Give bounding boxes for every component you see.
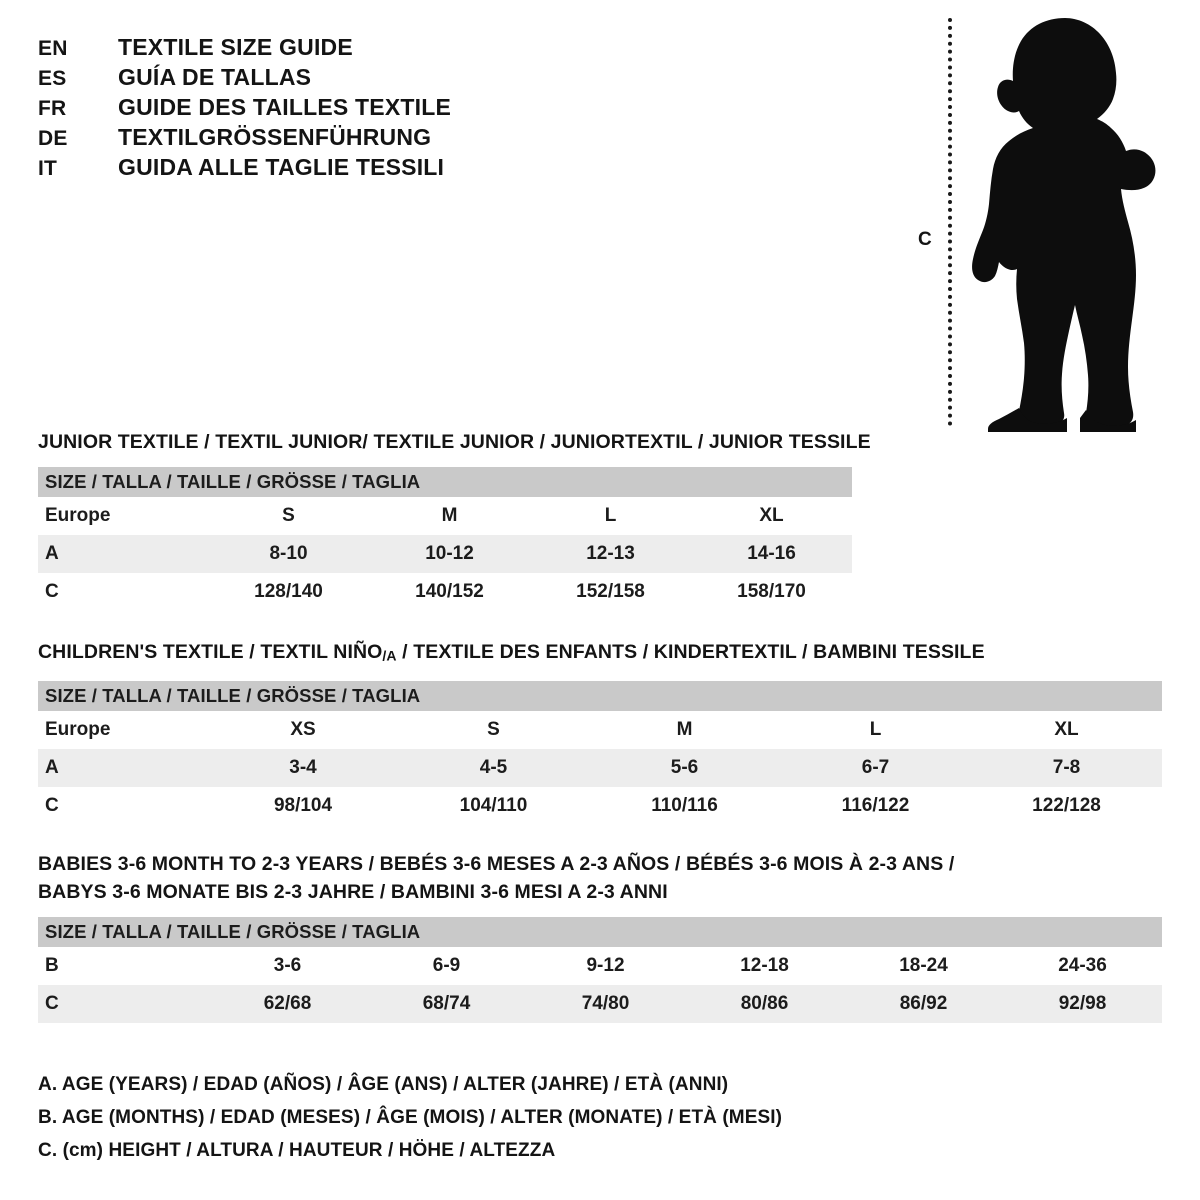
table-row: B 3-6 6-9 9-12 12-18 18-24 24-36 bbox=[38, 947, 1162, 985]
table-cell: 62/68 bbox=[208, 985, 367, 1023]
legend-line-a: A. AGE (YEARS) / EDAD (AÑOS) / ÂGE (ANS)… bbox=[38, 1074, 729, 1095]
row-label: C bbox=[38, 985, 208, 1023]
size-table-children: SIZE / TALLA / TAILLE / GRÖSSE / TAGLIA … bbox=[38, 680, 1163, 825]
language-code-en: EN bbox=[38, 37, 68, 60]
table-cell: 3-6 bbox=[273, 955, 302, 976]
table-cell: M bbox=[441, 505, 458, 526]
table-cell: 74/80 bbox=[526, 985, 685, 1023]
section-junior-textile: JUNIOR TEXTILE / TEXTIL JUNIOR/ TEXTILE … bbox=[38, 428, 871, 611]
table-cell: L bbox=[604, 505, 617, 526]
table-cell: 110/116 bbox=[651, 794, 718, 816]
language-code-de: DE bbox=[38, 127, 68, 150]
table-cell: 152/158 bbox=[576, 581, 645, 602]
table-cell: 3-4 bbox=[208, 748, 398, 787]
table-cell: 128/140 bbox=[254, 581, 323, 602]
language-title-it: GUIDA ALLE TAGLIE TESSILI bbox=[118, 154, 445, 180]
table-cell: XS bbox=[290, 718, 316, 740]
height-measure-label: C bbox=[918, 229, 932, 250]
table-band-row: SIZE / TALLA / TAILLE / GRÖSSE / TAGLIA bbox=[38, 467, 852, 497]
section-title-children-pre: CHILDREN'S TEXTILE / TEXTIL NIÑO bbox=[38, 641, 383, 663]
table-band-row: SIZE / TALLA / TAILLE / GRÖSSE / TAGLIA bbox=[38, 680, 1163, 711]
table-cell: 122/128 bbox=[1032, 794, 1101, 816]
table-cell: 158/170 bbox=[737, 581, 806, 602]
table-cell: 12-13 bbox=[530, 535, 691, 573]
table-row: C 62/68 68/74 74/80 80/86 86/92 92/98 bbox=[38, 985, 1162, 1023]
table-row: C 98/104 104/110 110/116 116/122 122/128 bbox=[38, 787, 1162, 825]
language-title-es: GUÍA DE TALLAS bbox=[118, 64, 312, 90]
language-code-fr: FR bbox=[38, 97, 67, 120]
table-cell: 8-10 bbox=[208, 535, 369, 573]
table-cell: L bbox=[869, 718, 882, 740]
table-row: Europe XS S M L XL bbox=[38, 711, 1162, 749]
section-title-children-post: / TEXTILE DES ENFANTS / KINDERTEXTIL / B… bbox=[396, 641, 985, 663]
table-cell: 98/104 bbox=[273, 794, 333, 816]
size-table-babies: SIZE / TALLA / TAILLE / GRÖSSE / TAGLIA … bbox=[38, 917, 1162, 1023]
language-row-fr: FR GUIDE DES TAILLES TEXTILE bbox=[38, 92, 658, 122]
size-band-label-children: SIZE / TALLA / TAILLE / GRÖSSE / TAGLIA bbox=[38, 680, 1163, 711]
section-title-children-sub: /A bbox=[382, 647, 397, 664]
row-label: Europe bbox=[45, 718, 111, 740]
table-cell: 5-6 bbox=[589, 748, 780, 787]
table-cell: 24-36 bbox=[1058, 955, 1107, 976]
section-title-babies-line1: BABIES 3-6 MONTH TO 2-3 YEARS / BEBÉS 3-… bbox=[38, 853, 955, 875]
measurement-legend: A. AGE (YEARS) / EDAD (AÑOS) / ÂGE (ANS)… bbox=[38, 1068, 1158, 1167]
language-row-it: IT GUIDA ALLE TAGLIE TESSILI bbox=[38, 152, 658, 182]
table-row: Europe S M L XL bbox=[38, 497, 852, 535]
section-title-children: CHILDREN'S TEXTILE / TEXTIL NIÑO/A / TEX… bbox=[38, 638, 1162, 670]
row-label: A bbox=[38, 748, 208, 787]
table-cell: XL bbox=[1054, 718, 1079, 740]
table-cell: 10-12 bbox=[369, 535, 530, 573]
table-cell: 7-8 bbox=[971, 748, 1163, 787]
language-code-it: IT bbox=[38, 157, 58, 180]
row-label: B bbox=[45, 955, 59, 976]
table-cell: 80/86 bbox=[685, 985, 844, 1023]
row-label: C bbox=[45, 581, 59, 602]
table-cell: 14-16 bbox=[691, 535, 852, 573]
row-label: Europe bbox=[45, 505, 111, 526]
size-band-label-junior: SIZE / TALLA / TAILLE / GRÖSSE / TAGLIA bbox=[38, 467, 852, 497]
table-cell: 6-7 bbox=[780, 748, 971, 787]
size-table-junior: SIZE / TALLA / TAILLE / GRÖSSE / TAGLIA … bbox=[38, 467, 852, 611]
language-row-en: EN TEXTILE SIZE GUIDE bbox=[38, 32, 658, 62]
table-cell: 18-24 bbox=[899, 955, 948, 976]
table-cell: XL bbox=[759, 505, 784, 526]
language-title-block: EN TEXTILE SIZE GUIDE ES GUÍA DE TALLAS … bbox=[38, 32, 658, 182]
table-cell: M bbox=[676, 718, 693, 740]
table-row: A 8-10 10-12 12-13 14-16 bbox=[38, 535, 852, 573]
table-cell: S bbox=[282, 505, 295, 526]
table-cell: 140/152 bbox=[415, 581, 484, 602]
section-babies-textile: BABIES 3-6 MONTH TO 2-3 YEARS / BEBÉS 3-… bbox=[38, 850, 1162, 1023]
table-band-row: SIZE / TALLA / TAILLE / GRÖSSE / TAGLIA bbox=[38, 917, 1162, 947]
language-code-es: ES bbox=[38, 67, 67, 90]
section-title-babies-line2: BABYS 3-6 MONATE BIS 2-3 JAHRE / BAMBINI… bbox=[38, 881, 668, 903]
table-row: C 128/140 140/152 152/158 158/170 bbox=[38, 573, 852, 611]
row-label: C bbox=[45, 794, 59, 816]
table-cell: 4-5 bbox=[398, 748, 589, 787]
table-cell: S bbox=[487, 718, 500, 740]
legend-line-c: C. (cm) HEIGHT / ALTURA / HAUTEUR / HÖHE… bbox=[38, 1140, 556, 1161]
table-cell: 92/98 bbox=[1003, 985, 1162, 1023]
table-cell: 12-18 bbox=[740, 955, 789, 976]
table-cell: 86/92 bbox=[844, 985, 1003, 1023]
size-band-label-babies: SIZE / TALLA / TAILLE / GRÖSSE / TAGLIA bbox=[38, 917, 1162, 947]
section-title-junior: JUNIOR TEXTILE / TEXTIL JUNIOR/ TEXTILE … bbox=[38, 431, 871, 453]
language-row-es: ES GUÍA DE TALLAS bbox=[38, 62, 658, 92]
language-title-fr: GUIDE DES TAILLES TEXTILE bbox=[118, 94, 451, 120]
language-title-en: TEXTILE SIZE GUIDE bbox=[118, 34, 353, 60]
measurement-figure: C bbox=[900, 8, 1180, 438]
table-cell: 9-12 bbox=[586, 955, 625, 976]
legend-line-b: B. AGE (MONTHS) / EDAD (MESES) / ÂGE (MO… bbox=[38, 1107, 783, 1128]
language-row-de: DE TEXTILGRÖSSENFÜHRUNG bbox=[38, 122, 658, 152]
language-title-de: TEXTILGRÖSSENFÜHRUNG bbox=[118, 124, 432, 150]
height-measure-dashed-line bbox=[948, 18, 952, 426]
table-row: A 3-4 4-5 5-6 6-7 7-8 bbox=[38, 748, 1163, 787]
table-cell: 68/74 bbox=[367, 985, 526, 1023]
table-cell: 116/122 bbox=[841, 794, 910, 816]
row-label: A bbox=[38, 535, 208, 573]
table-cell: 6-9 bbox=[432, 955, 461, 976]
table-cell: 104/110 bbox=[459, 794, 528, 816]
child-silhouette-icon bbox=[964, 14, 1164, 432]
section-childrens-textile: CHILDREN'S TEXTILE / TEXTIL NIÑO/A / TEX… bbox=[38, 638, 1163, 825]
